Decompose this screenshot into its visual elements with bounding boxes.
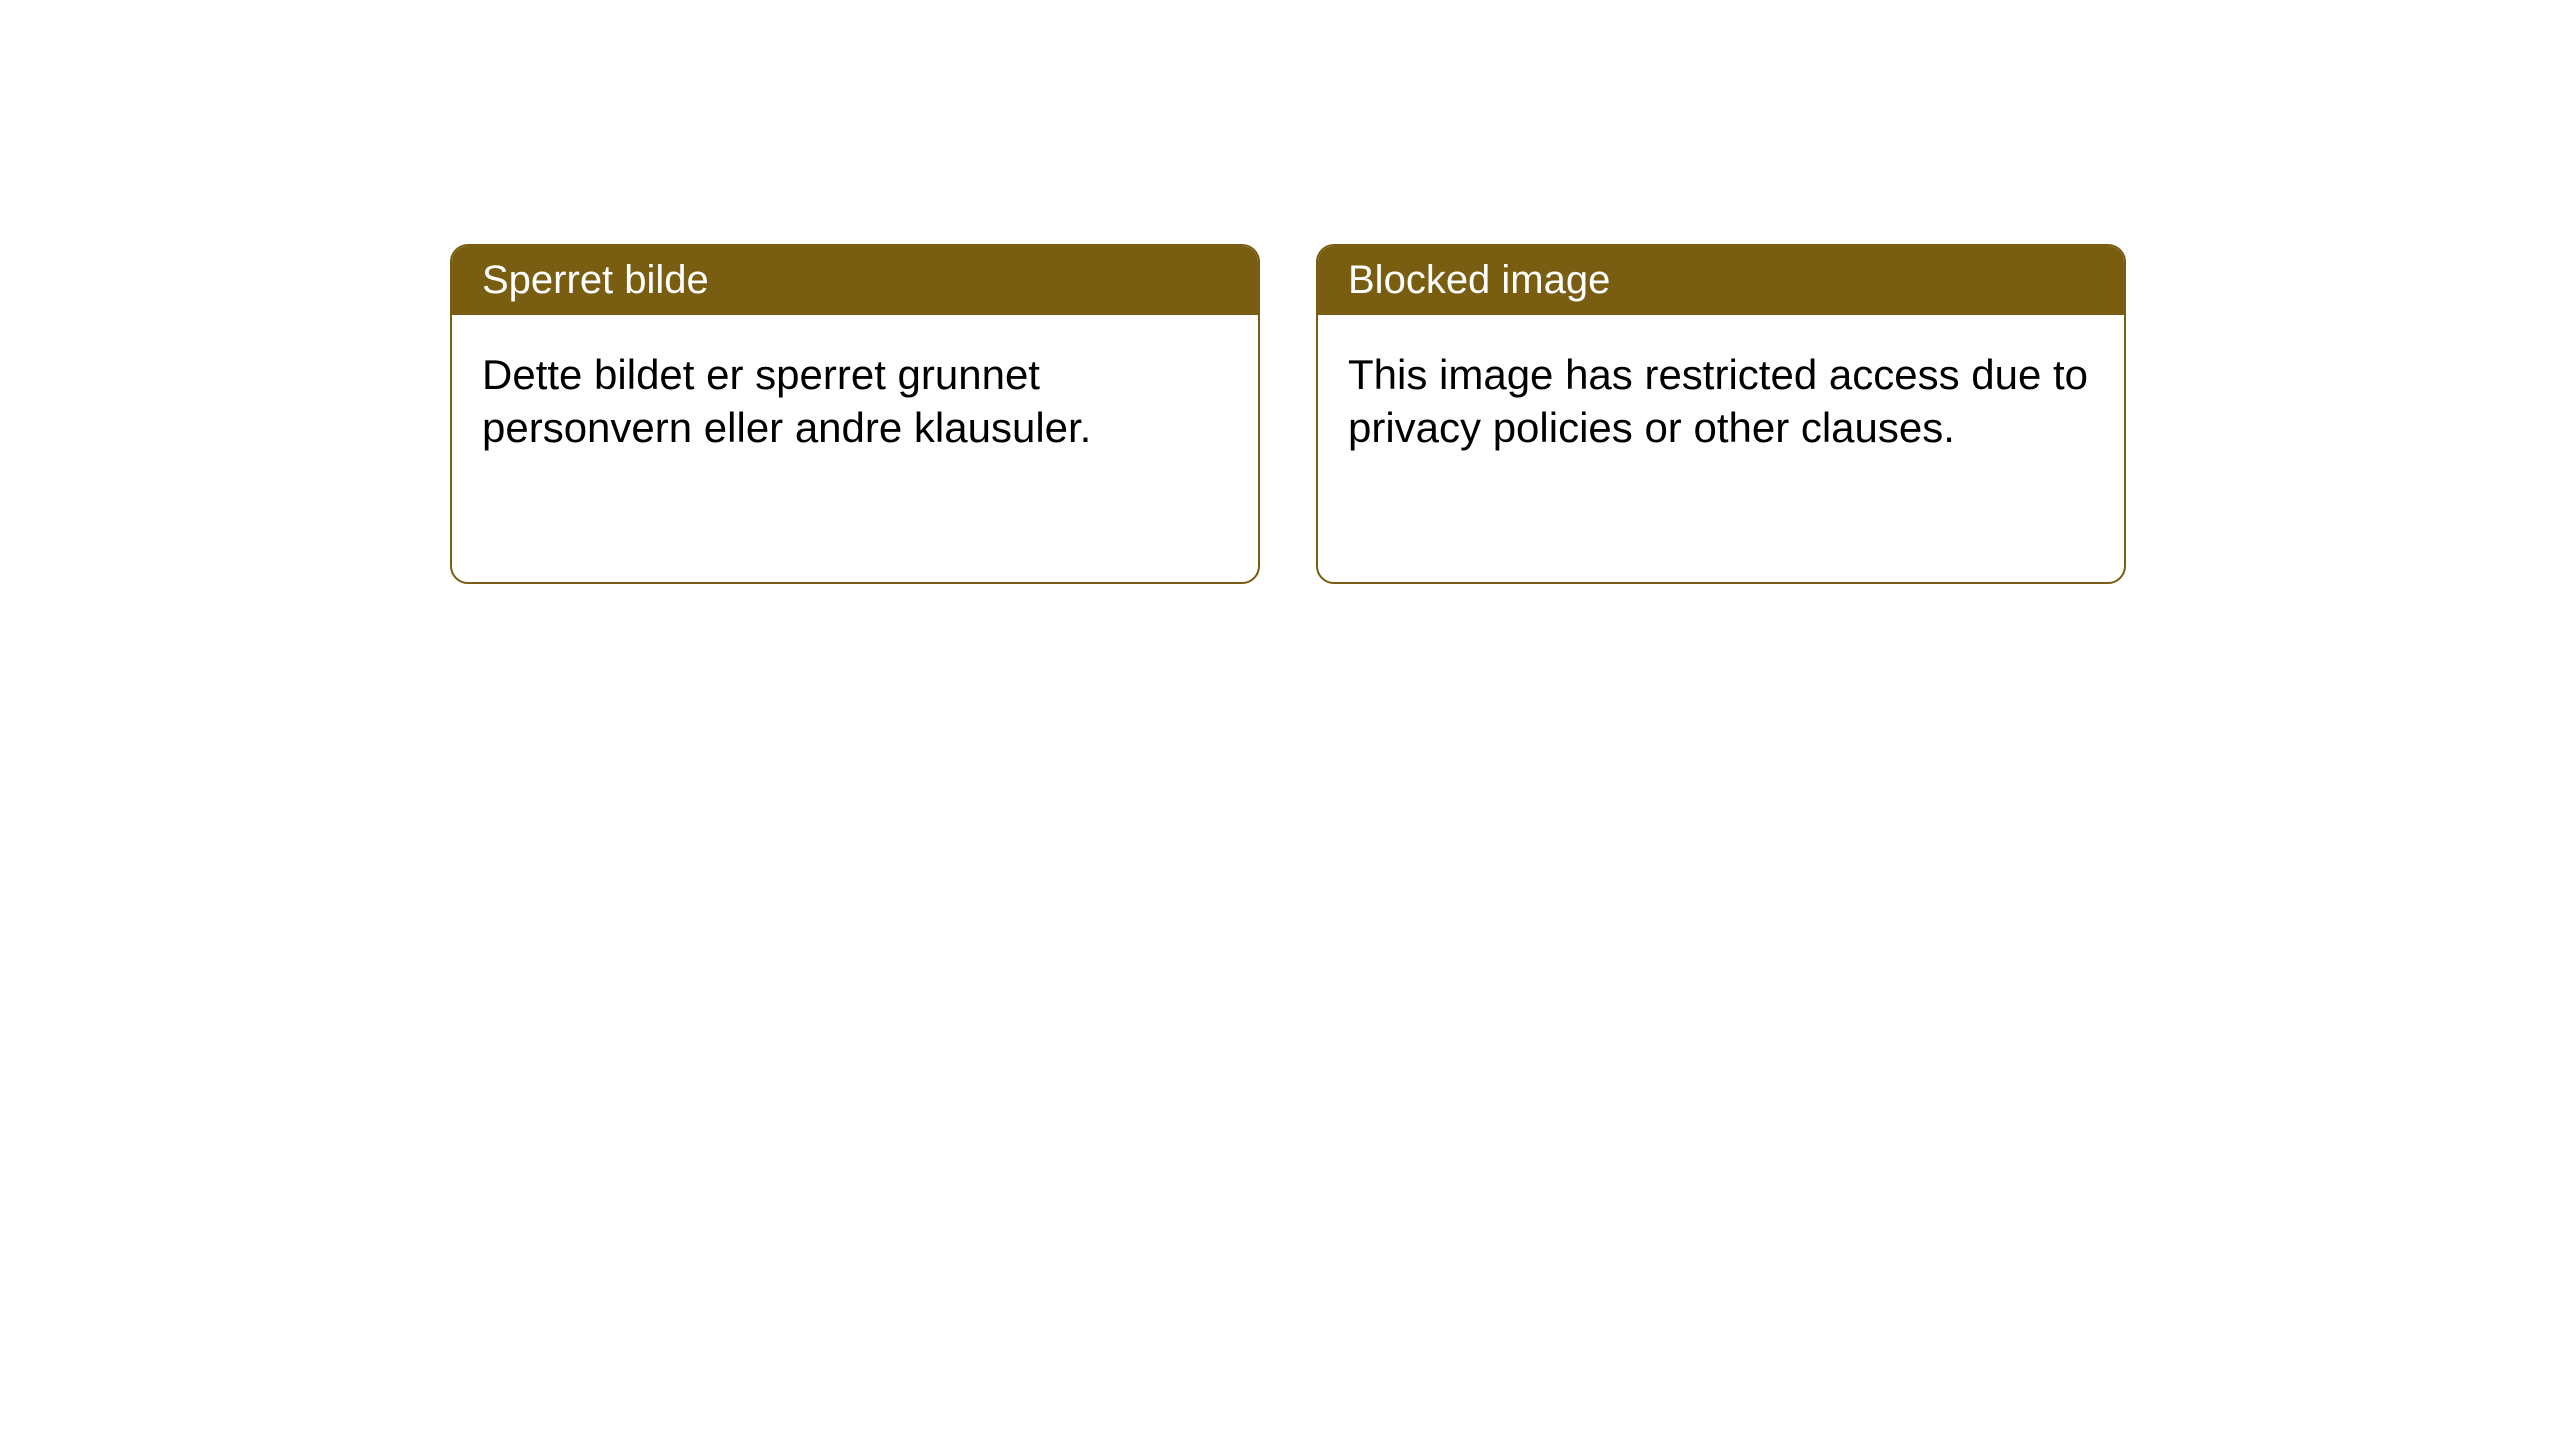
card-body-en: This image has restricted access due to … [1318,315,2124,488]
card-body-no: Dette bildet er sperret grunnet personve… [452,315,1258,488]
cards-container: Sperret bilde Dette bildet er sperret gr… [0,0,2560,584]
card-header-en: Blocked image [1318,246,2124,315]
blocked-image-card-en: Blocked image This image has restricted … [1316,244,2126,584]
blocked-image-card-no: Sperret bilde Dette bildet er sperret gr… [450,244,1260,584]
card-header-no: Sperret bilde [452,246,1258,315]
